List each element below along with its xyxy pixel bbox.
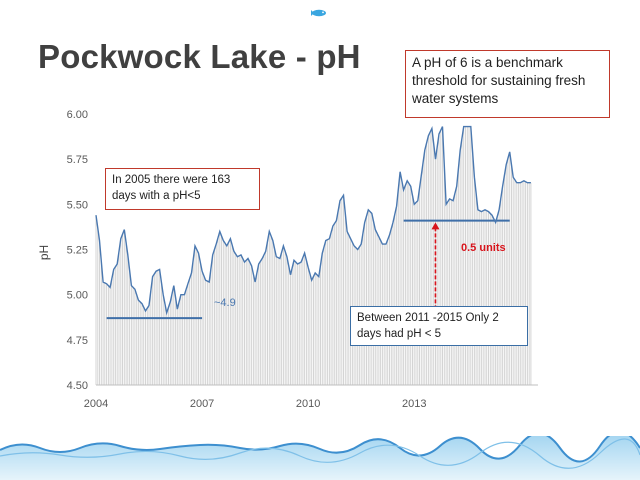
y-tick-label: 5.75	[67, 154, 88, 166]
y-tick-label: 6.00	[67, 109, 88, 121]
difference-label: 0.5 units	[461, 242, 506, 254]
water-wave-footer	[0, 436, 640, 480]
x-tick-label: 2013	[402, 398, 426, 410]
benchmark-callout: A pH of 6 is a benchmark threshold for s…	[405, 50, 610, 118]
y-tick-label: 5.00	[67, 290, 88, 302]
y-tick-label: 4.50	[67, 380, 88, 392]
y-tick-label: 5.25	[67, 245, 88, 257]
y-axis-title: pH	[37, 245, 51, 260]
daily-observation-bars	[95, 126, 532, 385]
x-tick-label: 2007	[190, 398, 214, 410]
y-tick-label: 4.75	[67, 335, 88, 347]
note-2011-2015-callout: Between 2011 -2015 Only 2 days had pH < …	[350, 306, 528, 346]
reference-lines	[106, 219, 510, 320]
fish-logo-icon	[311, 9, 326, 17]
x-tick-label: 2010	[296, 398, 320, 410]
x-axis: 2004 2007 2010 2013	[84, 384, 538, 410]
y-tick-label: 5.50	[67, 199, 88, 211]
y-axis: 4.50 4.75 5.00 5.25 5.50 5.75 6.00	[67, 109, 88, 392]
ph-series-line	[95, 125, 531, 316]
note-2005-callout: In 2005 there were 163 days with a pH<5	[105, 168, 260, 210]
slide-title: Pockwock Lake - pH	[38, 38, 361, 75]
arrow-head-top	[431, 222, 440, 230]
x-tick-label: 2004	[84, 398, 108, 410]
approx-low-label: ~4.9	[214, 297, 236, 309]
